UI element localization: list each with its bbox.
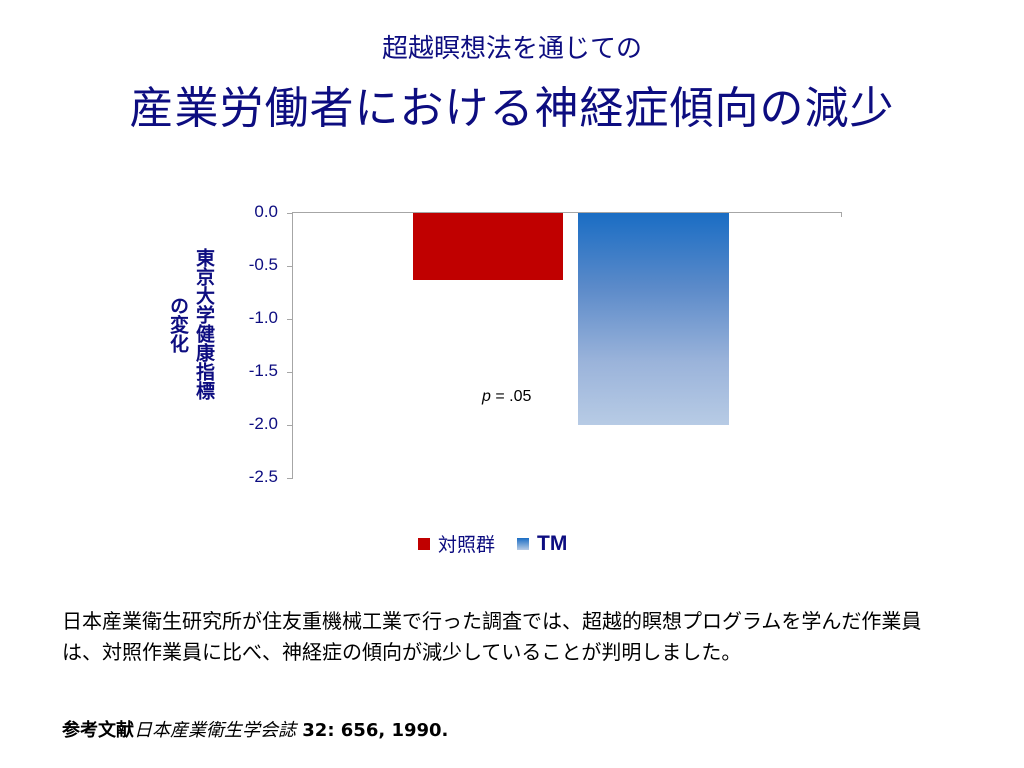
bar-tm-group [578,213,729,425]
y-tick: -1.0 [248,308,278,327]
p-symbol: p [482,388,491,405]
legend-swatch-control [418,537,430,550]
y-tick: -0.5 [248,255,278,274]
p-value-annotation: p = .05 [482,388,531,406]
slide-title: 産業労働者における神経症傾向の減少 [129,83,895,134]
y-tick: -2.0 [248,414,278,433]
y-tick: -1.5 [248,361,278,380]
y-tick: -2.5 [248,467,278,486]
slide-subtitle: 超越瞑想法を通じての [381,34,642,64]
y-axis-label: 東京大学健康指標 の変化 [165,248,217,400]
bar-chart: 東京大学健康指標 の変化 0.0 -0.5 -1.0 -1.5 -2.0 -2.… [165,202,842,557]
x-axis-line [292,212,841,213]
description-text: 日本産業衛生研究所が住友重機械工業で行った調査では、超越的瞑想プログラムを学んだ… [62,609,922,664]
p-value: = .05 [490,388,532,405]
y-tick: 0.0 [254,202,278,221]
legend-label-control: 対照群 [438,534,496,556]
y-tick-mark [287,478,292,479]
y-tick-mark [287,319,292,320]
y-tick-mark [287,266,292,267]
reference-journal: 日本産業衛生学会誌 [134,720,296,741]
chart-legend: 対照群 TM [418,530,589,557]
y-axis-label-line1: 東京大学健康指標 [193,248,215,400]
x-axis-end-tick [841,212,842,217]
reference: 参考文献日本産業衛生学会誌 32: 656, 1990. [62,716,448,742]
reference-label: 参考文献 [62,720,134,741]
y-axis-label-line2: の変化 [167,295,189,353]
y-tick-mark [287,372,292,373]
legend-item-control: 対照群 [418,530,495,557]
y-axis-line [292,213,293,479]
legend-swatch-tm [517,537,530,550]
bar-control-group [413,213,563,280]
legend-item-tm: TM [517,532,567,556]
reference-citation: 32: 656, 1990. [296,720,449,741]
y-tick-mark [287,213,292,214]
y-tick-mark [287,425,292,426]
legend-label-tm: TM [537,531,568,555]
